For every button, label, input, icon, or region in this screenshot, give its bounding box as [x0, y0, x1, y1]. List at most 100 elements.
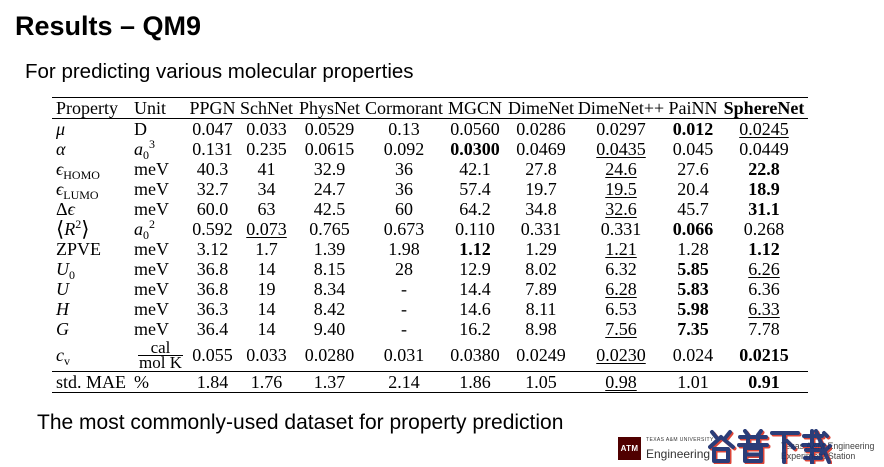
value-cell: 0.98 [576, 372, 666, 393]
property-subscript: HOMO [63, 168, 100, 182]
value-cell: 1.01 [666, 372, 720, 393]
property-symbol: ϵ [56, 159, 64, 179]
unit-superscript: 2 [149, 217, 155, 231]
value-cell: 14 [238, 319, 295, 339]
property-symbol: μ [56, 119, 66, 139]
value: 14 [257, 259, 276, 279]
value: 0.0300 [450, 139, 500, 159]
unit-cell: meV [130, 159, 187, 179]
value-cell: 0.033 [238, 119, 295, 139]
table-row: cv cal mol K 0.055 0.033 0.0280 0.031 0.0380 0.0… [52, 339, 808, 372]
value-cell: 8.11 [506, 299, 576, 319]
value: 8.02 [525, 259, 557, 279]
value: 0.673 [383, 219, 425, 239]
value: 0.045 [672, 139, 714, 159]
property-prefix: ⟨ [56, 217, 65, 241]
value: 36.3 [196, 299, 229, 319]
value-cell: 1.84 [187, 372, 238, 393]
column-header: MGCN [447, 98, 502, 118]
property-cell: Δϵ [52, 199, 130, 219]
value-cell: 60.0 [187, 199, 238, 219]
property-symbol: H [56, 299, 69, 319]
value: 36.8 [196, 279, 229, 299]
unit-cell: D [130, 119, 187, 139]
table-row: U0 meV 36.8 14 8.15 28 12.9 8.02 6.32 5.85 6.26 [52, 259, 808, 281]
value: 0.033 [246, 345, 287, 365]
value-cell: 6.36 [720, 279, 808, 299]
value-cell: 0.0249 [506, 339, 576, 372]
value: 27.6 [677, 159, 709, 179]
property-subscript: LUMO [63, 188, 99, 202]
atm-logo-icon: ATM [618, 437, 641, 460]
property-cell: μ [52, 119, 130, 139]
value-cell: 8.02 [506, 259, 576, 279]
value: 0.033 [246, 119, 287, 139]
value: 7.35 [677, 319, 709, 339]
value: 0.765 [309, 219, 350, 239]
value-cell: 0.047 [187, 119, 238, 139]
value: 8.34 [313, 279, 346, 299]
value: 0.13 [388, 119, 420, 139]
unit-cell: meV [130, 239, 187, 259]
value-cell: 0.0529 [295, 119, 364, 139]
property-subscript: v [64, 354, 70, 368]
results-table-head: Property Unit PPGN SchNet PhysNet Cormorant MG… [52, 97, 808, 119]
value-cell: 40.3 [187, 159, 238, 179]
value: 0.0297 [596, 119, 646, 139]
value-cell: 8.98 [506, 319, 576, 339]
value-cell: 1.05 [506, 372, 576, 393]
value-cell: 36 [364, 159, 444, 179]
value-cell: 1.39 [295, 239, 364, 259]
value: 0.331 [520, 219, 562, 239]
value-cell: 19 [238, 279, 295, 299]
unit-cell: meV [130, 279, 187, 299]
value: 6.26 [748, 259, 780, 279]
value: 32.7 [196, 179, 229, 199]
unit-cell: meV [130, 319, 187, 339]
property-cell: H [52, 299, 130, 319]
value-cell: 27.6 [666, 159, 720, 179]
value: 45.7 [677, 199, 709, 219]
value: 24.7 [313, 179, 346, 199]
value-cell: 1.76 [238, 372, 295, 393]
value: 6.53 [605, 299, 637, 319]
value: 12.9 [459, 259, 491, 279]
value-cell: 36.4 [187, 319, 238, 339]
value: 41 [257, 159, 276, 179]
value-cell: 0.0300 [444, 139, 506, 159]
value: 24.6 [605, 159, 637, 179]
watermark [708, 429, 832, 464]
value-cell: 42.5 [295, 199, 364, 219]
unit-fraction: cal mol K [138, 339, 183, 371]
value-cell: 41 [238, 159, 295, 179]
column-header: PPGN [189, 98, 236, 118]
value: 14.4 [459, 279, 491, 299]
college-name: Engineering [646, 447, 711, 461]
value-cell: 0.235 [238, 139, 295, 159]
value-cell: 14.6 [444, 299, 506, 319]
value: 7.56 [605, 319, 637, 339]
value: 0.0249 [516, 345, 566, 365]
value: 0.0286 [516, 119, 566, 139]
value-cell: 0.268 [720, 219, 808, 239]
value: 0.047 [192, 119, 233, 139]
value: 6.28 [605, 279, 637, 299]
value-cell: 60 [364, 199, 444, 219]
value: 1.39 [313, 239, 346, 259]
value-cell: 24.6 [576, 159, 666, 179]
value-cell: 6.33 [720, 299, 808, 319]
value-cell: 0.765 [295, 219, 364, 239]
unit-cell: meV [130, 259, 187, 279]
value-cell: 14 [238, 259, 295, 279]
value-cell: 0.592 [187, 219, 238, 239]
value: 1.12 [748, 239, 780, 259]
unit-cell: a02 [130, 217, 187, 241]
value: 0.024 [672, 345, 714, 365]
value: 8.42 [313, 299, 346, 319]
value-cell: 0.0297 [576, 119, 666, 139]
value-cell: 0.0560 [444, 119, 506, 139]
property-cell: ϵLUMO [52, 179, 130, 202]
value: 0.0215 [739, 345, 789, 365]
value-cell: 32.9 [295, 159, 364, 179]
